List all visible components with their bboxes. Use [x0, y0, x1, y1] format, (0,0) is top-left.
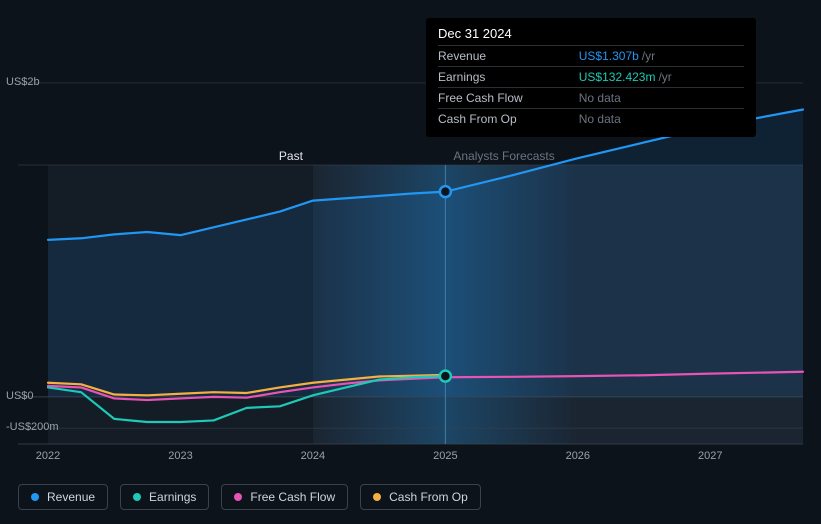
x-tick-label: 2023 [168, 450, 192, 462]
tooltip-row: EarningsUS$132.423m/yr [438, 67, 744, 88]
legend-toggle-revenue[interactable]: Revenue [18, 484, 108, 510]
legend-label: Revenue [47, 490, 95, 504]
hover-tooltip: Dec 31 2024 RevenueUS$1.307b/yrEarningsU… [426, 18, 756, 137]
tooltip-row-value: No data [579, 109, 744, 130]
tooltip-row: Free Cash FlowNo data [438, 88, 744, 109]
past-region-label: Past [183, 149, 303, 163]
legend-label: Cash From Op [389, 490, 468, 504]
legend-toggle-cash-from-op[interactable]: Cash From Op [360, 484, 481, 510]
legend-label: Free Cash Flow [250, 490, 335, 504]
tooltip-row-value: US$132.423m/yr [579, 67, 744, 88]
tooltip-row-label: Free Cash Flow [438, 88, 579, 109]
x-tick-label: 2022 [36, 450, 60, 462]
tooltip-row-label: Revenue [438, 46, 579, 67]
tooltip-row-label: Cash From Op [438, 109, 579, 130]
tooltip-row-value: US$1.307b/yr [579, 46, 744, 67]
tooltip-table: RevenueUS$1.307b/yrEarningsUS$132.423m/y… [438, 45, 744, 129]
legend-toggle-free-cash-flow[interactable]: Free Cash Flow [221, 484, 348, 510]
legend-dot-icon [373, 493, 381, 501]
legend-dot-icon [133, 493, 141, 501]
legend-toggle-earnings[interactable]: Earnings [120, 484, 209, 510]
tooltip-row: Cash From OpNo data [438, 109, 744, 130]
tooltip-row: RevenueUS$1.307b/yr [438, 46, 744, 67]
chart-legend: Revenue Earnings Free Cash Flow Cash From O… [18, 484, 481, 510]
financial-forecast-chart: -US$200m US$0 US$2b 2022 2023 2024 2025 2026 20… [0, 0, 821, 524]
y-tick-label: US$2b [6, 76, 70, 88]
x-tick-label: 2027 [698, 450, 722, 462]
forecast-region-label: Analysts Forecasts [453, 149, 554, 163]
legend-dot-icon [31, 493, 39, 501]
x-tick-label: 2026 [566, 450, 590, 462]
tooltip-date: Dec 31 2024 [438, 26, 744, 45]
legend-label: Earnings [149, 490, 196, 504]
tooltip-row-value: No data [579, 88, 744, 109]
legend-dot-icon [234, 493, 242, 501]
x-tick-label: 2025 [433, 450, 457, 462]
tooltip-row-label: Earnings [438, 67, 579, 88]
x-tick-label: 2024 [301, 450, 325, 462]
y-tick-label: US$0 [6, 390, 70, 402]
y-tick-label: -US$200m [6, 421, 70, 433]
